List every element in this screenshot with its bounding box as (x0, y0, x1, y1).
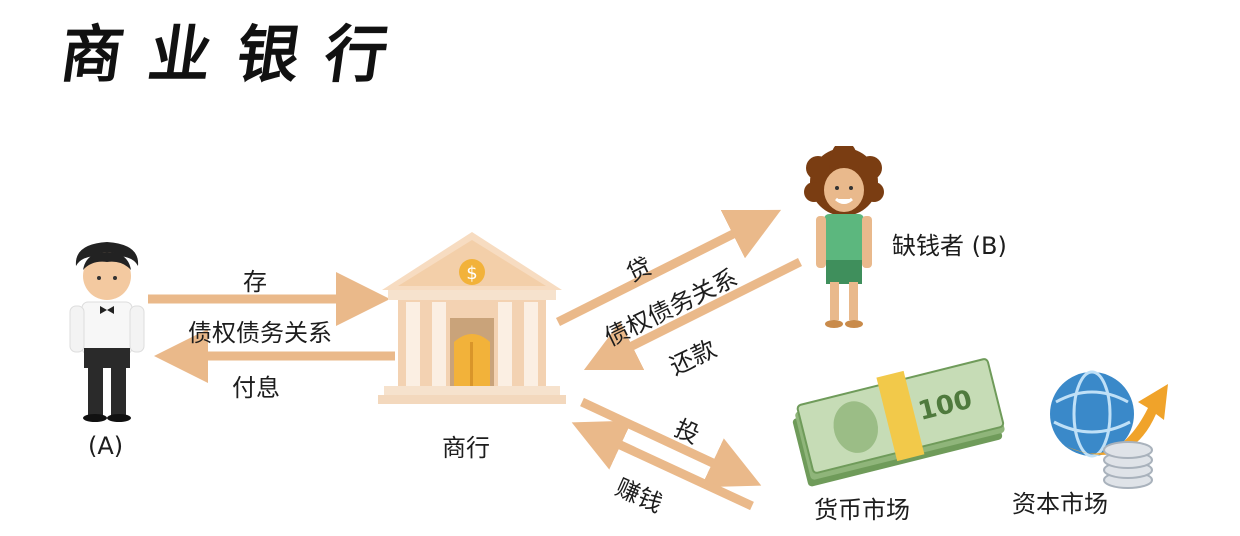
loan-arrow (555, 209, 782, 327)
globe-coins-icon (1050, 370, 1168, 489)
invest-arrow (580, 397, 762, 488)
borrower-label: 缺钱者 (B) (892, 232, 1007, 260)
earn-arrow (571, 420, 754, 511)
svg-text:$: $ (466, 263, 477, 284)
money-stack-icon: 100 (792, 358, 1005, 487)
deposit-label: 存 (243, 268, 267, 296)
bank-label: 商行 (442, 434, 490, 462)
repay-arrow (583, 257, 803, 371)
bank-building-icon: $ (378, 232, 566, 404)
borrower-person-icon (804, 146, 884, 328)
interest-label: 付息 (232, 374, 280, 402)
depositor-label: (A) (88, 432, 124, 460)
capital-market-label: 资本市场 (1012, 490, 1108, 518)
left-relation-label: 债权债务关系 (188, 319, 332, 347)
depositor-person-icon (69, 242, 145, 422)
money-market-label: 货币市场 (814, 496, 910, 524)
